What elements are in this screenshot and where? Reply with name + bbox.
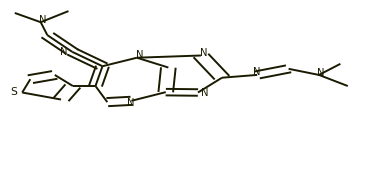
Text: N: N bbox=[201, 88, 208, 98]
Text: N: N bbox=[317, 68, 324, 78]
Text: N: N bbox=[127, 98, 134, 108]
Text: N: N bbox=[39, 15, 46, 25]
Text: N: N bbox=[60, 47, 68, 57]
Text: N: N bbox=[136, 50, 144, 60]
Text: N: N bbox=[253, 67, 261, 77]
Text: N: N bbox=[200, 48, 208, 58]
Text: S: S bbox=[10, 87, 17, 97]
